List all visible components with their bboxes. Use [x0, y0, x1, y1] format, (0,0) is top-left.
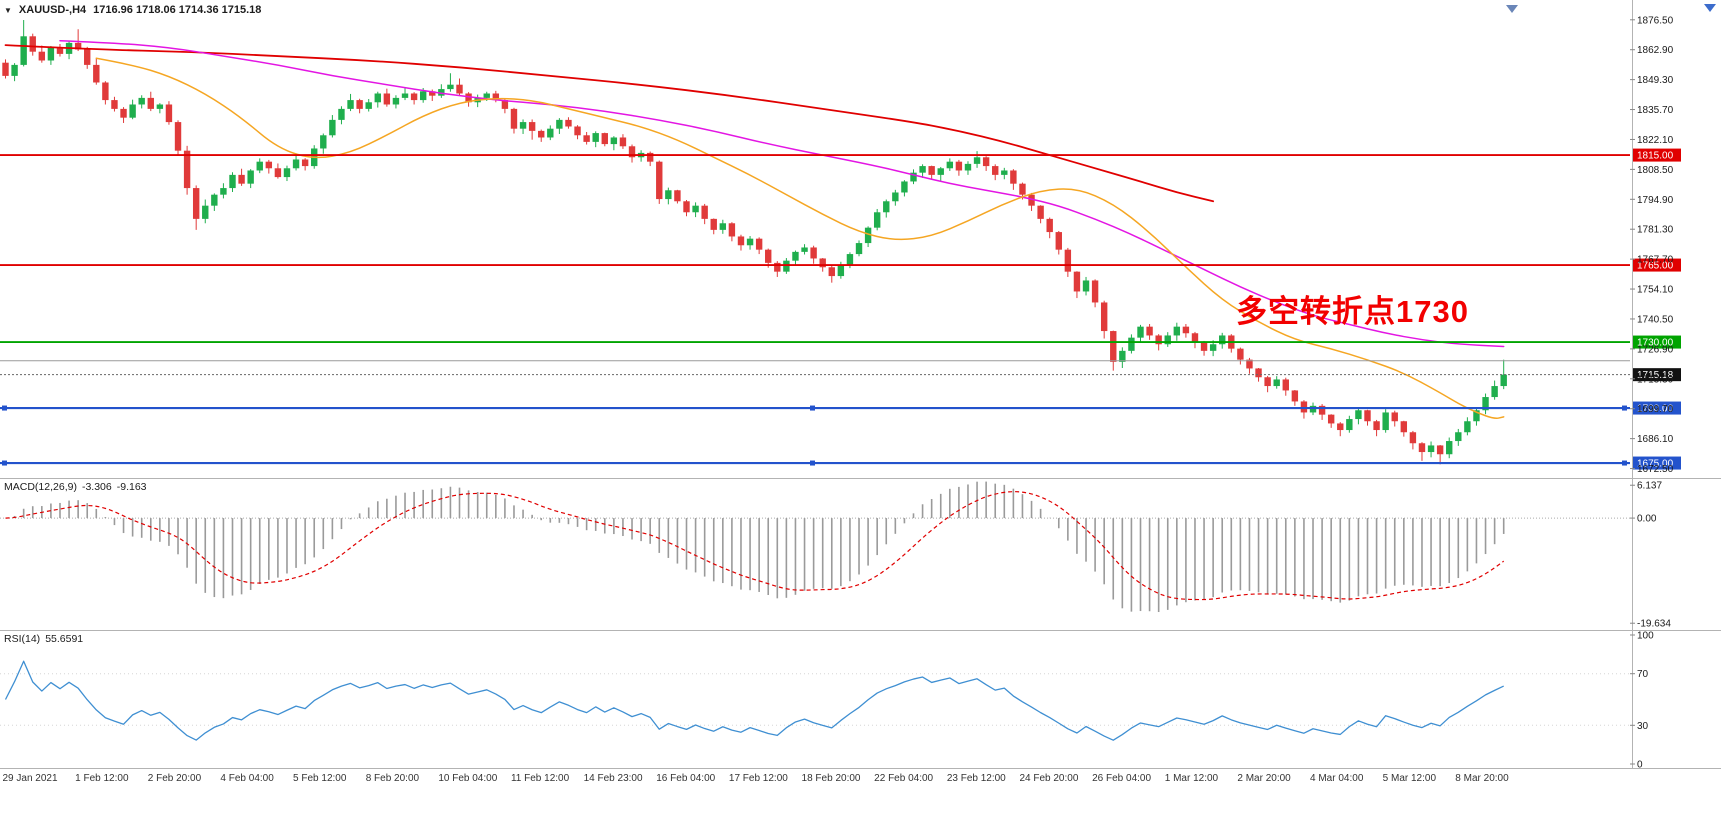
rsi-value: 55.6591 [45, 633, 84, 645]
svg-text:24 Feb 20:00: 24 Feb 20:00 [1019, 773, 1078, 784]
hline-1730.00[interactable]: 1730.00 [0, 335, 1681, 349]
svg-text:5 Feb 12:00: 5 Feb 12:00 [293, 773, 347, 784]
candles-layer [2, 20, 1507, 465]
svg-text:1781.30: 1781.30 [1637, 225, 1674, 236]
ma-mid-magenta [59, 39, 1505, 348]
svg-text:8 Mar 20:00: 8 Mar 20:00 [1455, 773, 1509, 784]
svg-text:17 Feb 12:00: 17 Feb 12:00 [729, 773, 788, 784]
svg-text:1740.50: 1740.50 [1637, 314, 1674, 325]
hline-1815.00[interactable]: 1815.00 [0, 148, 1681, 162]
hline-handle[interactable] [1622, 405, 1627, 411]
hline-1700.00[interactable]: 1700.00 [0, 401, 1681, 415]
svg-text:10 Feb 04:00: 10 Feb 04:00 [438, 773, 497, 784]
macd-axis[interactable]: 6.137 0.00 -19.634 [1630, 481, 1671, 630]
svg-text:5 Mar 12:00: 5 Mar 12:00 [1383, 773, 1437, 784]
ma-fast-orange [95, 57, 1505, 419]
svg-text:16 Feb 04:00: 16 Feb 04:00 [656, 773, 715, 784]
hline-handle[interactable] [810, 460, 815, 466]
panel-frame [0, 0, 1721, 769]
svg-text:1808.50: 1808.50 [1637, 165, 1674, 176]
macd-main-value: -3.306 [81, 481, 112, 493]
hline-handle[interactable] [2, 405, 7, 411]
svg-text:1835.70: 1835.70 [1637, 105, 1674, 116]
svg-text:29 Jan 2021: 29 Jan 2021 [3, 773, 58, 784]
annotation-text[interactable]: 多空转折点1730 [1236, 294, 1469, 329]
rsi-axis[interactable]: 100 70 30 0 [1630, 631, 1654, 771]
scroll-end-triangle-icon[interactable] [1704, 4, 1716, 12]
svg-text:1713.30: 1713.30 [1637, 374, 1674, 385]
svg-text:30: 30 [1637, 721, 1649, 732]
time-axis[interactable]: 29 Jan 2021 1 Feb 12:00 2 Feb 20:00 4 Feb 0… [3, 773, 1510, 784]
svg-text:0.00: 0.00 [1637, 514, 1657, 525]
svg-text:22 Feb 04:00: 22 Feb 04:00 [874, 773, 933, 784]
hline-1675.00[interactable]: 1675.00 [0, 456, 1681, 470]
svg-text:1822.10: 1822.10 [1637, 135, 1674, 146]
svg-text:1 Feb 12:00: 1 Feb 12:00 [75, 773, 129, 784]
macd-signal-line [5, 491, 1505, 601]
hline-handle[interactable] [810, 405, 815, 411]
ohlc-readout: 1716.96 1718.06 1714.36 1715.18 [93, 4, 262, 16]
symbol-dropdown-icon: ▼ [4, 5, 12, 15]
svg-text:1767.70: 1767.70 [1637, 255, 1674, 266]
svg-text:18 Feb 20:00: 18 Feb 20:00 [802, 773, 861, 784]
chart-shift-triangle-icon[interactable] [1506, 5, 1518, 13]
svg-text:2 Feb 20:00: 2 Feb 20:00 [148, 773, 202, 784]
svg-text:4 Mar 04:00: 4 Mar 04:00 [1310, 773, 1364, 784]
hline-handle[interactable] [1622, 460, 1627, 466]
rsi-name: RSI(14) [4, 633, 41, 645]
price-axis[interactable]: 1876.50 1862.90 1849.30 1835.70 1822.10 1808.… [1630, 15, 1674, 475]
svg-text:26 Feb 04:00: 26 Feb 04:00 [1092, 773, 1151, 784]
svg-text:1730.00: 1730.00 [1637, 338, 1674, 349]
hline-handle[interactable] [2, 460, 7, 466]
macd-histogram [13, 481, 1505, 613]
svg-text:6.137: 6.137 [1637, 481, 1662, 492]
svg-text:1715.18: 1715.18 [1637, 370, 1674, 381]
svg-text:23 Feb 12:00: 23 Feb 12:00 [947, 773, 1006, 784]
svg-text:1815.00: 1815.00 [1637, 151, 1674, 162]
svg-text:2 Mar 20:00: 2 Mar 20:00 [1237, 773, 1291, 784]
svg-text:1794.90: 1794.90 [1637, 195, 1674, 206]
rsi-line [4, 660, 1504, 741]
symbol-label: XAUUSD-,H4 [18, 4, 87, 16]
svg-text:1862.90: 1862.90 [1637, 45, 1674, 56]
svg-text:1726.90: 1726.90 [1637, 344, 1674, 355]
svg-text:1686.10: 1686.10 [1637, 434, 1674, 445]
rsi-indicator-label: RSI(14) 55.6591 [4, 633, 88, 645]
svg-text:0: 0 [1637, 760, 1643, 771]
svg-text:14 Feb 23:00: 14 Feb 23:00 [584, 773, 643, 784]
svg-text:100: 100 [1637, 631, 1654, 642]
bid-price-line: 1715.18 [0, 368, 1681, 382]
symbol-info: ▼ XAUUSD-,H4 1716.96 1718.06 1714.36 171… [4, 4, 261, 16]
svg-text:1675.00: 1675.00 [1637, 459, 1674, 470]
macd-name: MACD(12,26,9) [4, 481, 77, 493]
svg-text:1 Mar 12:00: 1 Mar 12:00 [1165, 773, 1219, 784]
svg-text:1700.00: 1700.00 [1637, 404, 1674, 415]
macd-indicator-label: MACD(12,26,9) -3.306 -9.163 [4, 481, 152, 493]
ma-slow-red [4, 44, 1215, 203]
svg-text:70: 70 [1637, 669, 1649, 680]
svg-text:8 Feb 20:00: 8 Feb 20:00 [366, 773, 420, 784]
svg-text:1754.10: 1754.10 [1637, 285, 1674, 296]
macd-signal-value: -9.163 [116, 481, 147, 493]
svg-text:1876.50: 1876.50 [1637, 15, 1674, 26]
svg-text:1672.50: 1672.50 [1637, 464, 1674, 475]
svg-text:4 Feb 04:00: 4 Feb 04:00 [220, 773, 274, 784]
svg-text:1765.00: 1765.00 [1637, 261, 1674, 272]
svg-text:1699.70: 1699.70 [1637, 404, 1674, 415]
svg-text:11 Feb 12:00: 11 Feb 12:00 [511, 773, 570, 784]
hline-1765.00[interactable]: 1765.00 [0, 258, 1681, 272]
svg-text:-19.634: -19.634 [1637, 619, 1671, 630]
svg-text:1849.30: 1849.30 [1637, 75, 1674, 86]
